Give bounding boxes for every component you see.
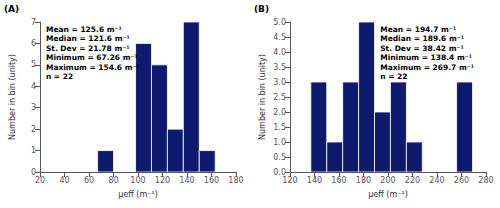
svg-text:5: 5 bbox=[31, 60, 36, 69]
svg-text:1: 1 bbox=[31, 146, 36, 155]
svg-text:Maximum = 154.6 m⁻¹: Maximum = 154.6 m⁻¹ bbox=[46, 63, 140, 72]
svg-text:140: 140 bbox=[307, 176, 322, 185]
svg-text:Minimum = 138.4 m⁻¹: Minimum = 138.4 m⁻¹ bbox=[380, 53, 472, 62]
svg-text:4.5: 4.5 bbox=[273, 33, 286, 42]
svg-text:6: 6 bbox=[31, 39, 36, 48]
svg-text:0.0: 0.0 bbox=[273, 167, 286, 177]
svg-text:Number in bin (unity): Number in bin (unity) bbox=[258, 54, 267, 140]
svg-text:220: 220 bbox=[405, 176, 420, 185]
svg-text:240: 240 bbox=[429, 176, 444, 185]
svg-text:Median = 121.6 m⁻¹: Median = 121.6 m⁻¹ bbox=[46, 34, 130, 43]
svg-text:4.0: 4.0 bbox=[273, 48, 286, 57]
svg-text:Minimum = 67.26 m⁻¹: Minimum = 67.26 m⁻¹ bbox=[46, 53, 138, 62]
svg-text:0: 0 bbox=[30, 167, 36, 177]
svg-text:180: 180 bbox=[228, 176, 243, 185]
svg-text:5.0: 5.0 bbox=[273, 18, 286, 27]
svg-text:100: 100 bbox=[130, 176, 145, 185]
svg-text:0.5: 0.5 bbox=[273, 153, 286, 162]
svg-text:7: 7 bbox=[31, 18, 36, 27]
svg-text:160: 160 bbox=[331, 176, 346, 185]
svg-text:Number in bin (unity): Number in bin (unity) bbox=[8, 54, 17, 140]
svg-text:n = 22: n = 22 bbox=[46, 72, 73, 81]
svg-text:Maximum = 269.7 m⁻¹: Maximum = 269.7 m⁻¹ bbox=[380, 63, 474, 72]
svg-text:3: 3 bbox=[31, 103, 36, 112]
svg-text:3.5: 3.5 bbox=[273, 63, 286, 72]
svg-text:n = 22: n = 22 bbox=[380, 72, 407, 81]
svg-text:120: 120 bbox=[282, 176, 297, 185]
svg-text:40: 40 bbox=[59, 176, 69, 185]
svg-text:(A): (A) bbox=[4, 4, 19, 14]
svg-text:160: 160 bbox=[204, 176, 219, 185]
svg-text:4: 4 bbox=[31, 82, 36, 91]
svg-text:2.0: 2.0 bbox=[273, 108, 286, 117]
svg-text:3.0: 3.0 bbox=[273, 78, 286, 87]
svg-text:2: 2 bbox=[31, 125, 36, 134]
svg-text:1.0: 1.0 bbox=[273, 138, 286, 147]
svg-text:St. Dev = 21.78 m⁻¹: St. Dev = 21.78 m⁻¹ bbox=[46, 44, 130, 53]
svg-text:260: 260 bbox=[454, 176, 469, 185]
svg-text:Median = 189.6 m⁻¹: Median = 189.6 m⁻¹ bbox=[380, 34, 464, 43]
svg-text:140: 140 bbox=[179, 176, 194, 185]
svg-text:μeff (m⁻¹): μeff (m⁻¹) bbox=[118, 190, 158, 199]
svg-text:Mean = 194.7 m⁻¹: Mean = 194.7 m⁻¹ bbox=[380, 25, 456, 34]
svg-text:1.5: 1.5 bbox=[273, 123, 286, 132]
svg-text:180: 180 bbox=[356, 176, 371, 185]
svg-text:μeff (m⁻¹): μeff (m⁻¹) bbox=[368, 190, 408, 199]
svg-text:280: 280 bbox=[478, 176, 493, 185]
svg-text:St. Dev = 38.42 m⁻¹: St. Dev = 38.42 m⁻¹ bbox=[380, 44, 464, 53]
svg-text:Mean = 125.6 m⁻¹: Mean = 125.6 m⁻¹ bbox=[46, 25, 122, 34]
svg-text:20: 20 bbox=[35, 176, 45, 185]
svg-text:(B): (B) bbox=[254, 4, 269, 14]
svg-text:80: 80 bbox=[108, 176, 118, 185]
svg-text:60: 60 bbox=[84, 176, 94, 185]
svg-text:2.5: 2.5 bbox=[273, 93, 286, 102]
svg-text:200: 200 bbox=[380, 176, 395, 185]
svg-text:120: 120 bbox=[155, 176, 170, 185]
